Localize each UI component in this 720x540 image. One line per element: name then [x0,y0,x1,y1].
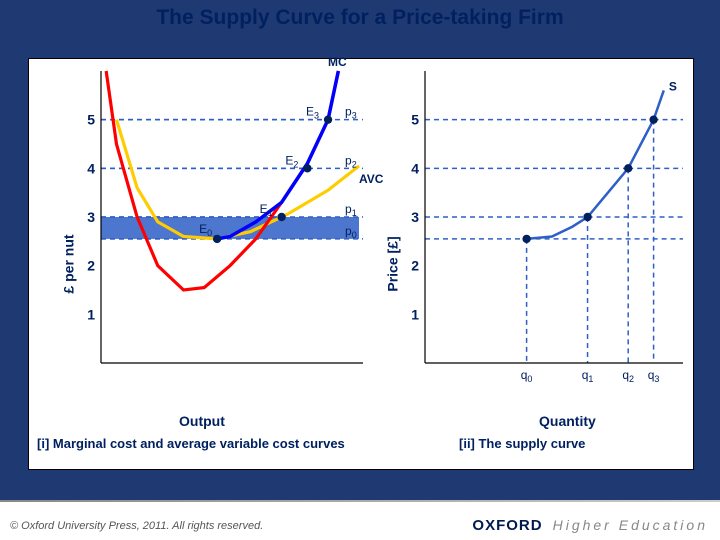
svg-text:AVC: AVC [359,172,384,186]
footer: © Oxford University Press, 2011. All rig… [0,500,720,540]
brand: OXFORDHigher Education [472,517,708,534]
svg-text:5: 5 [87,112,95,128]
left-xlabel: Output [179,413,225,429]
svg-text:5: 5 [411,112,419,128]
right-caption: [ii] The supply curve [459,436,585,451]
svg-text:3: 3 [87,209,95,225]
right-xlabel: Quantity [539,413,596,429]
svg-text:E3: E3 [306,105,319,121]
svg-text:q2: q2 [622,368,634,384]
chart-panel: £ per nut 12345E0E1E2E3MCAVCp0p1p2p3 Out… [28,58,694,470]
right-chart: 1 2 3 4 5 Sq0 q1 q2 q3 [407,67,683,397]
svg-text:q0: q0 [521,368,533,384]
slide-title: The Supply Curve for a Price-taking Firm [0,6,720,30]
left-ylabel: £ per nut [61,234,77,293]
copyright: © Oxford University Press, 2011. All rig… [10,520,263,532]
svg-text:E2: E2 [285,153,298,169]
svg-text:4: 4 [87,160,95,176]
svg-text:p2: p2 [345,153,357,169]
svg-text:2: 2 [411,258,419,274]
svg-text:4: 4 [411,160,419,176]
svg-text:1: 1 [87,306,95,322]
svg-text:2: 2 [87,258,95,274]
svg-text:E1: E1 [260,202,273,218]
svg-text:p1: p1 [345,202,357,218]
left-caption: [i] Marginal cost and average variable c… [37,436,345,451]
svg-text:MC: MC [328,55,347,69]
right-ylabel: Price [£] [385,236,401,291]
svg-text:S: S [669,79,677,93]
svg-text:p3: p3 [345,105,357,121]
svg-text:1: 1 [411,306,419,322]
left-chart: 12345E0E1E2E3MCAVCp0p1p2p3 [83,67,363,377]
svg-text:3: 3 [411,209,419,225]
svg-text:q3: q3 [648,368,660,384]
svg-text:q1: q1 [582,368,594,384]
